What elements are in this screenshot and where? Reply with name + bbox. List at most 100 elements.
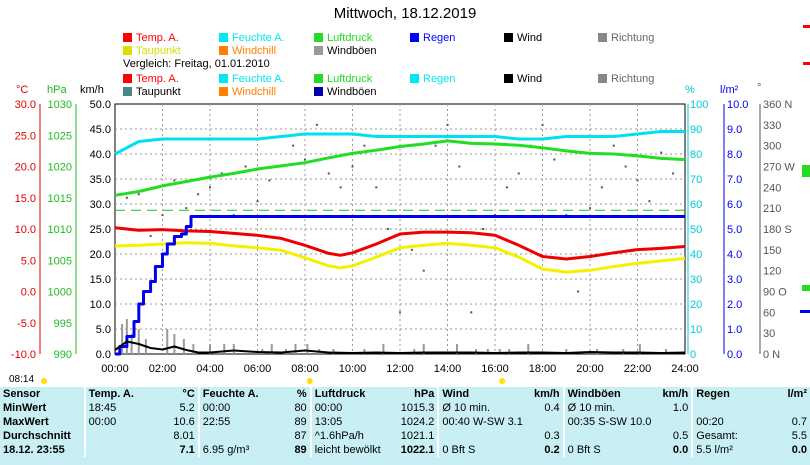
clipped-right-panel	[798, 0, 810, 387]
table-cell: MaxWert	[3, 416, 49, 428]
legend-item: Luftdruck	[314, 73, 372, 86]
table-cell: Durchschnitt	[3, 430, 71, 442]
press-tick-label: 1000	[48, 287, 72, 299]
rain-tick-label: 2.0	[727, 299, 742, 311]
table-cell: 87	[294, 430, 307, 442]
hum-tick-label: 80	[690, 149, 702, 161]
temp-tick-label: 10.0	[15, 224, 36, 236]
direction-dot	[351, 165, 354, 168]
series-line-regen	[115, 215, 685, 356]
legend-label: Wind	[517, 73, 543, 85]
table-cell: 00:00	[309, 401, 391, 415]
table-header-cell: °C	[182, 388, 195, 400]
unit-dir: °	[757, 82, 762, 94]
wind-tick-label: 15.0	[90, 274, 111, 286]
series-line-feuchte-a-	[114, 130, 685, 156]
table-cell: 1021.1	[400, 430, 435, 442]
table-header-cell: %	[296, 388, 307, 400]
rain-tick-label: 9.0	[727, 124, 742, 136]
legend-label: Windböen	[327, 86, 377, 98]
unit-wind: km/h	[80, 84, 104, 96]
x-tick-label: 14:00	[434, 363, 462, 375]
legend-item: Regen	[410, 73, 455, 86]
table-cell: Ø 10 min.	[437, 401, 526, 415]
legend-label: Temp. A.	[136, 32, 179, 44]
direction-dot	[197, 193, 200, 196]
direction-dot	[505, 186, 508, 189]
legend-label: Windböen	[327, 45, 377, 57]
table-cell: 18.12. 23:55	[3, 444, 65, 456]
hum-tick-label: 30	[690, 274, 702, 286]
legend-item: Temp. A.	[123, 32, 179, 45]
table-cell: 89	[294, 416, 307, 428]
rain-tick-label: 1.0	[727, 324, 742, 336]
series-line-taupunkt	[114, 241, 686, 274]
legend-item: Windböen	[314, 45, 377, 58]
table-cell: 22:55	[197, 415, 278, 429]
dir-tick-label: 60	[763, 307, 775, 319]
direction-dot	[446, 123, 449, 126]
legend-swatch	[314, 33, 323, 42]
unit-hum: %	[685, 84, 695, 96]
dir-tick-label: 30	[763, 328, 775, 340]
x-tick-label: 16:00	[481, 363, 509, 375]
table-cell	[562, 429, 655, 443]
legend-swatch	[219, 87, 228, 96]
direction-dot	[458, 165, 461, 168]
sun-marker	[306, 378, 313, 384]
press-tick-label: 1005	[48, 255, 72, 267]
legend-swatch	[219, 33, 228, 42]
legend-item: Windchill	[219, 45, 276, 58]
x-tick-label: 24:00	[671, 363, 699, 375]
dir-tick-label: 90 O	[763, 287, 787, 299]
grid	[114, 103, 686, 355]
dir-tick-label: 180 S	[763, 224, 792, 236]
direction-dot	[470, 311, 473, 314]
legend-label: Feuchte A.	[232, 32, 285, 44]
wind-tick-label: 40.0	[90, 149, 111, 161]
table-cell: 7.1	[179, 444, 195, 456]
direction-dot	[387, 228, 390, 230]
chart-title: Mittwoch, 18.12.2019	[333, 5, 477, 22]
legend-label: Richtung	[611, 73, 655, 85]
wind-tick-label: 10.0	[90, 299, 111, 311]
table-cell: 5.2	[179, 402, 195, 414]
table-cell: 00:35 S-SW 10.0	[562, 415, 655, 429]
direction-dot	[339, 186, 342, 189]
direction-dot	[636, 179, 639, 182]
table-cell: 10.6	[173, 416, 195, 428]
x-tick-label: 10:00	[339, 363, 367, 375]
temp-tick-label: 5.0	[21, 255, 36, 267]
legend-label: Richtung	[611, 32, 655, 44]
table-cell: 6.95 g/m³	[197, 443, 278, 457]
table-cell: 0.3	[544, 430, 560, 442]
press-tick-label: 1015	[48, 193, 72, 205]
direction-dot	[363, 144, 366, 147]
table-cell: 8.01	[173, 430, 195, 442]
table-header-cell: Feuchte A.	[197, 387, 278, 401]
temp-tick-label: 15.0	[15, 193, 36, 205]
legend-label: Temp. A.	[136, 73, 179, 85]
legend-item: Windböen	[314, 86, 377, 99]
table-cell: 5.5 l/m²	[691, 443, 764, 457]
weather-chart: -10.0 -5.0 0.0 5.0 10.0 15.0 20.0 25.0 30.0 990 99…	[11, 99, 795, 384]
series-line-luftdruck	[114, 139, 686, 197]
hum-tick-label: 90	[690, 124, 702, 136]
table-cell: Gesamt:	[691, 429, 764, 443]
table-header-cell: Wind	[437, 387, 526, 401]
direction-dot	[589, 207, 591, 210]
table-row: MaxWert 00:00 10.6 22:55 89 13:05 1024.2 00:40 …	[0, 415, 810, 429]
legend-label: Wind	[517, 32, 543, 44]
direction-dot	[149, 234, 152, 237]
dir-tick-label: 150	[763, 245, 781, 257]
table-header-cell: km/h	[533, 388, 560, 400]
x-tick-label: 22:00	[624, 363, 652, 375]
table-header-cell: Windböen	[562, 387, 655, 401]
legend-item: Temp. A.	[123, 73, 179, 86]
x-tick-label: 18:00	[529, 363, 557, 375]
wind-tick-label: 35.0	[90, 174, 111, 186]
rain-tick-label: 8.0	[727, 149, 742, 161]
hum-tick-label: 70	[690, 174, 702, 186]
table-header-cell: Regen	[691, 387, 764, 401]
table-cell: 00:00	[197, 401, 278, 415]
